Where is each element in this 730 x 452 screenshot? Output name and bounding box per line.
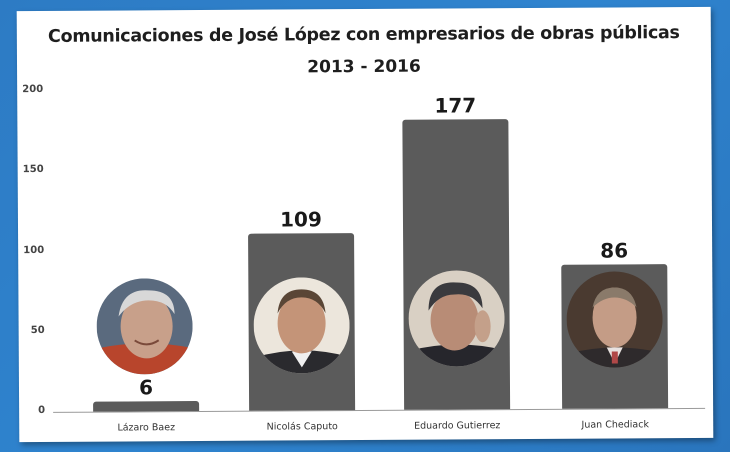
chart-title: Comunicaciones de José López con empresa… <box>47 23 680 47</box>
nicolas-caputo-photo-icon <box>253 277 350 374</box>
value-label: 6 <box>138 375 154 400</box>
y-tick-0: 0 <box>38 404 46 416</box>
eduardo-gutierrez-photo-icon <box>408 270 505 367</box>
x-label-lazaro-baez: Lázaro Baez <box>117 422 176 434</box>
y-tick-200: 200 <box>22 83 44 96</box>
bar-lazaro-baez <box>93 401 200 412</box>
value-label: 86 <box>600 238 629 263</box>
y-tick-150: 150 <box>22 163 44 176</box>
x-label-juan-chediack: Juan Chediack <box>581 419 649 431</box>
y-tick-50: 50 <box>30 324 45 337</box>
x-label-eduardo-gutierrez: Eduardo Gutierrez <box>414 420 501 432</box>
juan-chediack-photo-icon <box>566 271 663 368</box>
value-label: 177 <box>434 93 477 118</box>
lazaro-baez-photo-icon <box>96 278 193 375</box>
x-label-nicolas-caputo: Nicolás Caputo <box>266 421 338 433</box>
y-tick-100: 100 <box>23 244 45 257</box>
value-label: 109 <box>280 207 322 232</box>
chart-card: Comunicaciones de José López con empresa… <box>16 6 714 443</box>
chart-subtitle: 2013 - 2016 <box>307 56 421 78</box>
